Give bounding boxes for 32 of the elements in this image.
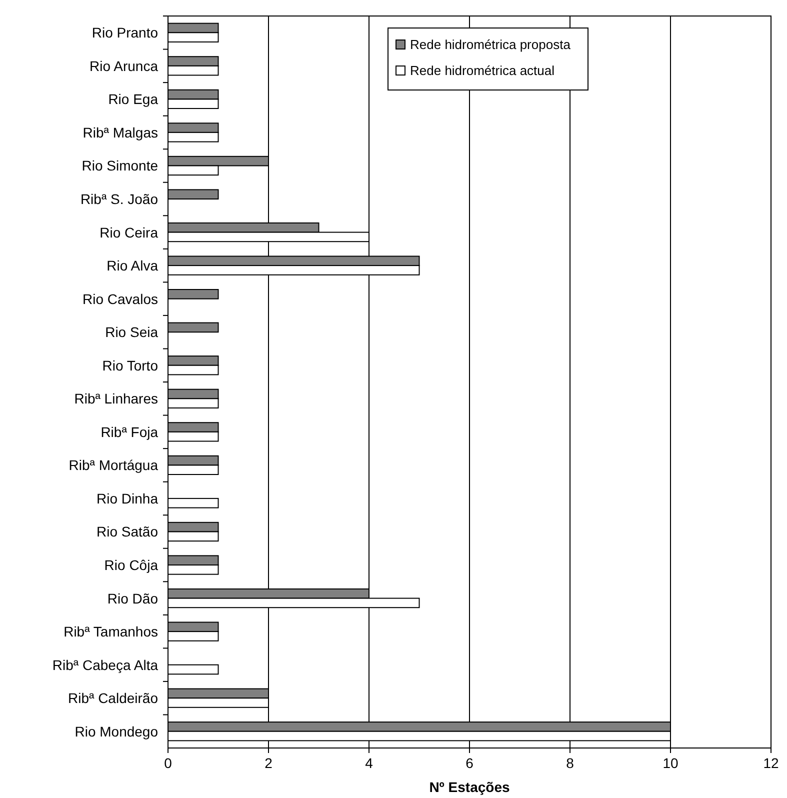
y-tick-label: Rio Satão: [96, 524, 158, 540]
y-tick-label: Rio Cavalos: [82, 290, 158, 307]
y-tick-label: Ribª Malgas: [82, 124, 158, 140]
x-tick-label: 2: [264, 755, 273, 771]
y-tick-label: Rio Dinha: [96, 490, 158, 506]
y-tick-label: Rio Mondego: [74, 723, 158, 740]
y-tick-label: Rio Ega: [108, 91, 158, 108]
y-tick-label: Ribª Linhares: [74, 390, 158, 407]
y-tick-label: Rio Côja: [104, 557, 158, 573]
legend-label: Rede hidrométrica proposta: [410, 37, 572, 52]
x-tick-label: 0: [164, 755, 172, 771]
legend-label: Rede hidrométrica actual: [410, 63, 555, 78]
y-tick-label: Ribª Cabeça Alta: [52, 656, 158, 673]
y-tick-label: Ribª Foja: [100, 424, 158, 440]
y-tick-label: Rio Pranto: [92, 24, 158, 41]
y-tick-label: Rio Torto: [102, 357, 158, 374]
x-tick-label: 4: [365, 755, 374, 771]
y-tick-label: Rio Simonte: [82, 158, 158, 174]
y-tick-label: Ribª Caldeirão: [68, 690, 158, 706]
x-tick-label: 12: [763, 755, 779, 771]
y-tick-label: Ribª Mortágua: [68, 457, 158, 474]
y-tick-label: Ribª Tamanhos: [64, 624, 158, 640]
y-tick-label: Ribª S. João: [80, 191, 158, 207]
y-tick-label: Rio Alva: [106, 258, 158, 274]
y-tick-label: Rio Dão: [107, 590, 158, 606]
x-tick-label: 10: [662, 755, 678, 771]
x-tick-label: 6: [466, 755, 474, 771]
y-tick-label: Rio Ceira: [100, 224, 158, 240]
x-axis-title: Nº Estações: [429, 779, 510, 795]
x-tick-label: 8: [566, 755, 574, 771]
y-tick-label: Rio Arunca: [90, 58, 158, 74]
y-tick-label: Rio Seia: [105, 324, 158, 340]
